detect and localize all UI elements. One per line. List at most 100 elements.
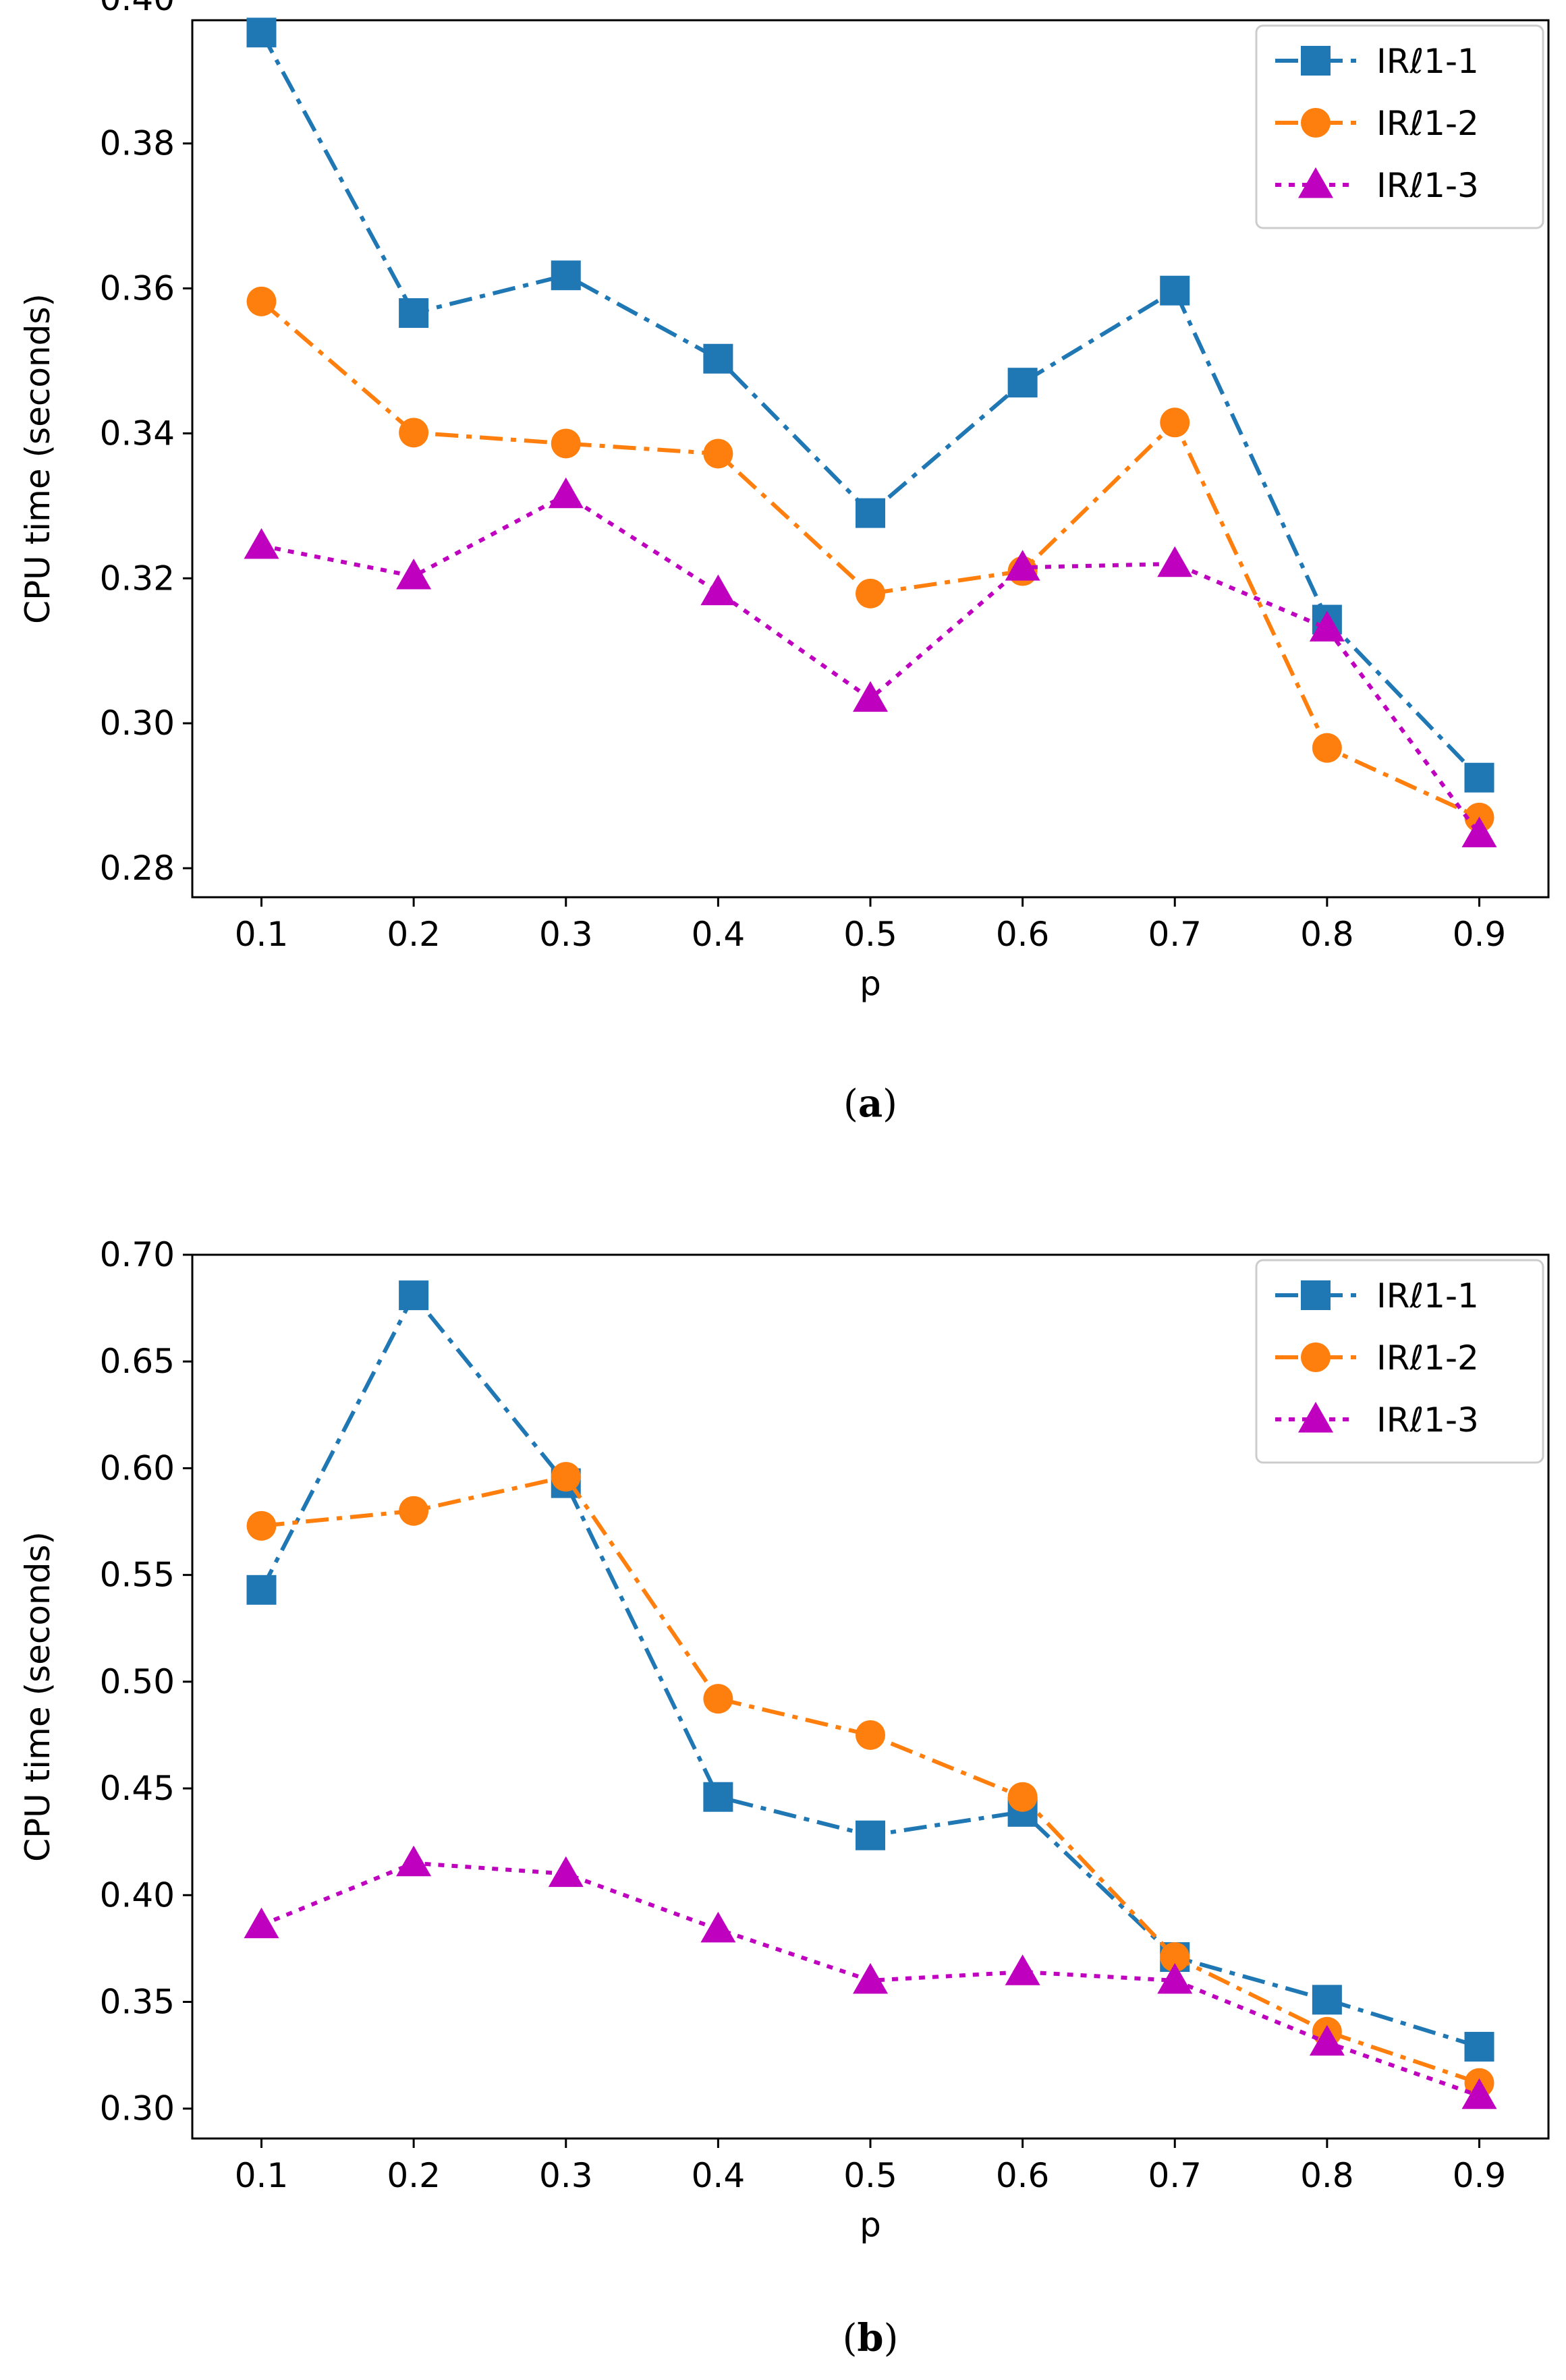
panel-a-y-tick-label: 0.34	[100, 414, 175, 453]
panel-b-legend-label: IRℓ1-3	[1376, 1400, 1479, 1440]
panel-a-series-3-point	[244, 528, 279, 559]
panel-b-series-3-point	[548, 1856, 584, 1888]
panel-a-series-2-point	[551, 428, 581, 459]
panel-b-y-tick-label: 0.55	[100, 1556, 175, 1595]
panel-b-x-tick-label: 0.6	[996, 2156, 1050, 2195]
panel-b-caption: (b)	[843, 2316, 899, 2360]
panel-a-legend-box	[1255, 24, 1544, 229]
panel-a-series-3-point	[1309, 611, 1345, 642]
panel-b-x-tick-label: 0.5	[843, 2156, 897, 2195]
panel-b-series-1-point	[1464, 2031, 1494, 2062]
panel-b-series-3-point	[1157, 1962, 1193, 1994]
panel-a-series-3-line	[260, 492, 1481, 836]
panel-a-series-1-point	[551, 260, 581, 291]
panel-b-y-tick-label: 0.70	[100, 1235, 175, 1274]
panel-b-x-tick-label: 0.9	[1453, 2156, 1507, 2195]
panel-a-series-2-point	[703, 438, 733, 469]
panel-a-series-1-point	[399, 298, 429, 329]
panel-a-series-1	[246, 18, 1494, 793]
panel-b-y-axis-label: CPU time (seconds)	[18, 1531, 57, 1862]
panel-a-y-tick-label: 0.28	[100, 849, 175, 888]
panel-b: 0.1 0.2 0.3 0.4 0.5 0.6 0.7 0.8 0.9 0.30 0.35 0.40 0…	[18, 1235, 1550, 2360]
panel-a-series-2-point	[1312, 733, 1342, 763]
panel-a-series-2-point	[1160, 407, 1190, 438]
panel-a-y-axis-label: CPU time (seconds)	[18, 293, 57, 624]
panel-a-series-3-point	[1461, 816, 1497, 848]
panel-b-y-tick-label: 0.45	[100, 1769, 175, 1808]
panel-a-x-tick-label: 0.2	[387, 915, 441, 954]
panel-a-legend-label: IRℓ1-3	[1376, 166, 1479, 205]
panel-b-series-2-point	[856, 1720, 885, 1750]
panel-a-y-tick-label: 0.32	[100, 559, 175, 598]
panel-a-series-1-point	[703, 343, 733, 374]
panel-a-series-2-point	[856, 578, 885, 608]
panel-b-legend-label: IRℓ1-1	[1376, 1276, 1479, 1315]
panel-a-series-3-point	[853, 681, 888, 712]
panel-b-y-tick-label: 0.60	[100, 1448, 175, 1488]
panel-a-series-1-point	[1160, 275, 1190, 306]
panel-b-series-2	[246, 1462, 1494, 2098]
panel-a-series-1-point	[246, 18, 277, 48]
panel-b-x-axis-label: p	[860, 2205, 881, 2244]
panel-b-series-2-point	[399, 1496, 429, 1526]
panel-a-x-tick-label: 0.1	[235, 915, 289, 954]
panel-b-series-2-point	[1160, 1942, 1190, 1973]
panel-a-y-tick-label: 0.40	[100, 0, 175, 18]
panel-b-x-tick-label: 0.4	[692, 2156, 746, 2195]
panel-b-legend-swatch-marker	[1301, 1342, 1331, 1372]
panel-b-y-tick-label: 0.65	[100, 1342, 175, 1381]
panel-a-legend-label: IRℓ1-2	[1376, 104, 1479, 143]
panel-a-series-3-point	[548, 477, 584, 509]
panel-b-legend-swatch-marker	[1298, 1402, 1333, 1433]
panel-b-series-1-point	[246, 1575, 277, 1605]
panel-b-series-1-point	[1312, 1985, 1342, 2015]
panel-b-legend-swatch-marker	[1301, 1280, 1331, 1310]
panel-a-legend-label: IRℓ1-1	[1376, 42, 1479, 81]
panel-b-series-1-point	[856, 1820, 885, 1850]
panel-b-legend-box	[1255, 1259, 1544, 1464]
panel-b-series-3-point	[1461, 2078, 1497, 2109]
panel-b-series-2-point	[703, 1684, 733, 1714]
panel-a-series-1-point	[1464, 762, 1494, 793]
panel-b-legend-label: IRℓ1-2	[1376, 1338, 1479, 1378]
panel-b-series-3-point	[1005, 1954, 1040, 1985]
panel-a-x-tick-label: 0.8	[1300, 915, 1354, 954]
panel-b-y-tick-label: 0.50	[100, 1662, 175, 1701]
panel-a-x-tick-label: 0.4	[692, 915, 746, 954]
panel-b-series-1-point	[703, 1782, 733, 1812]
panel-a-series-2-point	[246, 286, 277, 316]
panel-b-series-3-point	[396, 1845, 432, 1877]
panel-a-x-tick-label: 0.3	[539, 915, 593, 954]
panel-b-y-tick-label: 0.40	[100, 1875, 175, 1915]
panel-a-series-3-point	[700, 574, 736, 606]
panel-b-series-3-point	[244, 1907, 279, 1939]
panel-a-y-tick-label: 0.38	[100, 124, 175, 163]
panel-a-caption: (a)	[843, 1081, 897, 1126]
panel-a-legend-swatch-marker	[1301, 108, 1331, 138]
panel-a-legend-swatch-marker	[1301, 46, 1331, 76]
panel-b-x-tick-label: 0.8	[1300, 2156, 1354, 2195]
panel-a-y-tick-label: 0.30	[100, 704, 175, 743]
panel-a-series-3-point	[396, 559, 432, 590]
panel-b-x-tick-label: 0.7	[1148, 2156, 1202, 2195]
panel-a: 0.1 0.2 0.3 0.4 0.5 0.6 0.7 0.8 0.9 0.28 0.30 0.32 0…	[18, 0, 1550, 1126]
panel-b-series-3-point	[700, 1911, 736, 1943]
panel-b-series-3-point	[1309, 2024, 1345, 2056]
panel-b-series-2-point	[1007, 1782, 1038, 1812]
panel-a-series-3-point	[1005, 550, 1040, 581]
panel-a-x-axis-label: p	[860, 964, 881, 1003]
panel-a-series-2	[246, 286, 1494, 832]
panel-b-series-2-point	[551, 1462, 581, 1492]
panel-a-x-tick-label: 0.7	[1148, 915, 1202, 954]
panel-b-series-3	[244, 1845, 1497, 2109]
panel-a-y-tick-label: 0.36	[100, 269, 175, 308]
panel-b-x-tick-label: 0.3	[539, 2156, 593, 2195]
panel-a-series-3	[244, 477, 1497, 848]
panel-a-legend-swatch-marker	[1298, 167, 1333, 198]
panel-b-series-2-point	[246, 1510, 277, 1541]
panel-a-series-3-point	[1157, 546, 1193, 577]
panel-b-y-tick-label: 0.35	[100, 1982, 175, 2021]
panel-a-x-tick-label: 0.6	[996, 915, 1050, 954]
panel-a-x-tick-label: 0.9	[1453, 915, 1507, 954]
